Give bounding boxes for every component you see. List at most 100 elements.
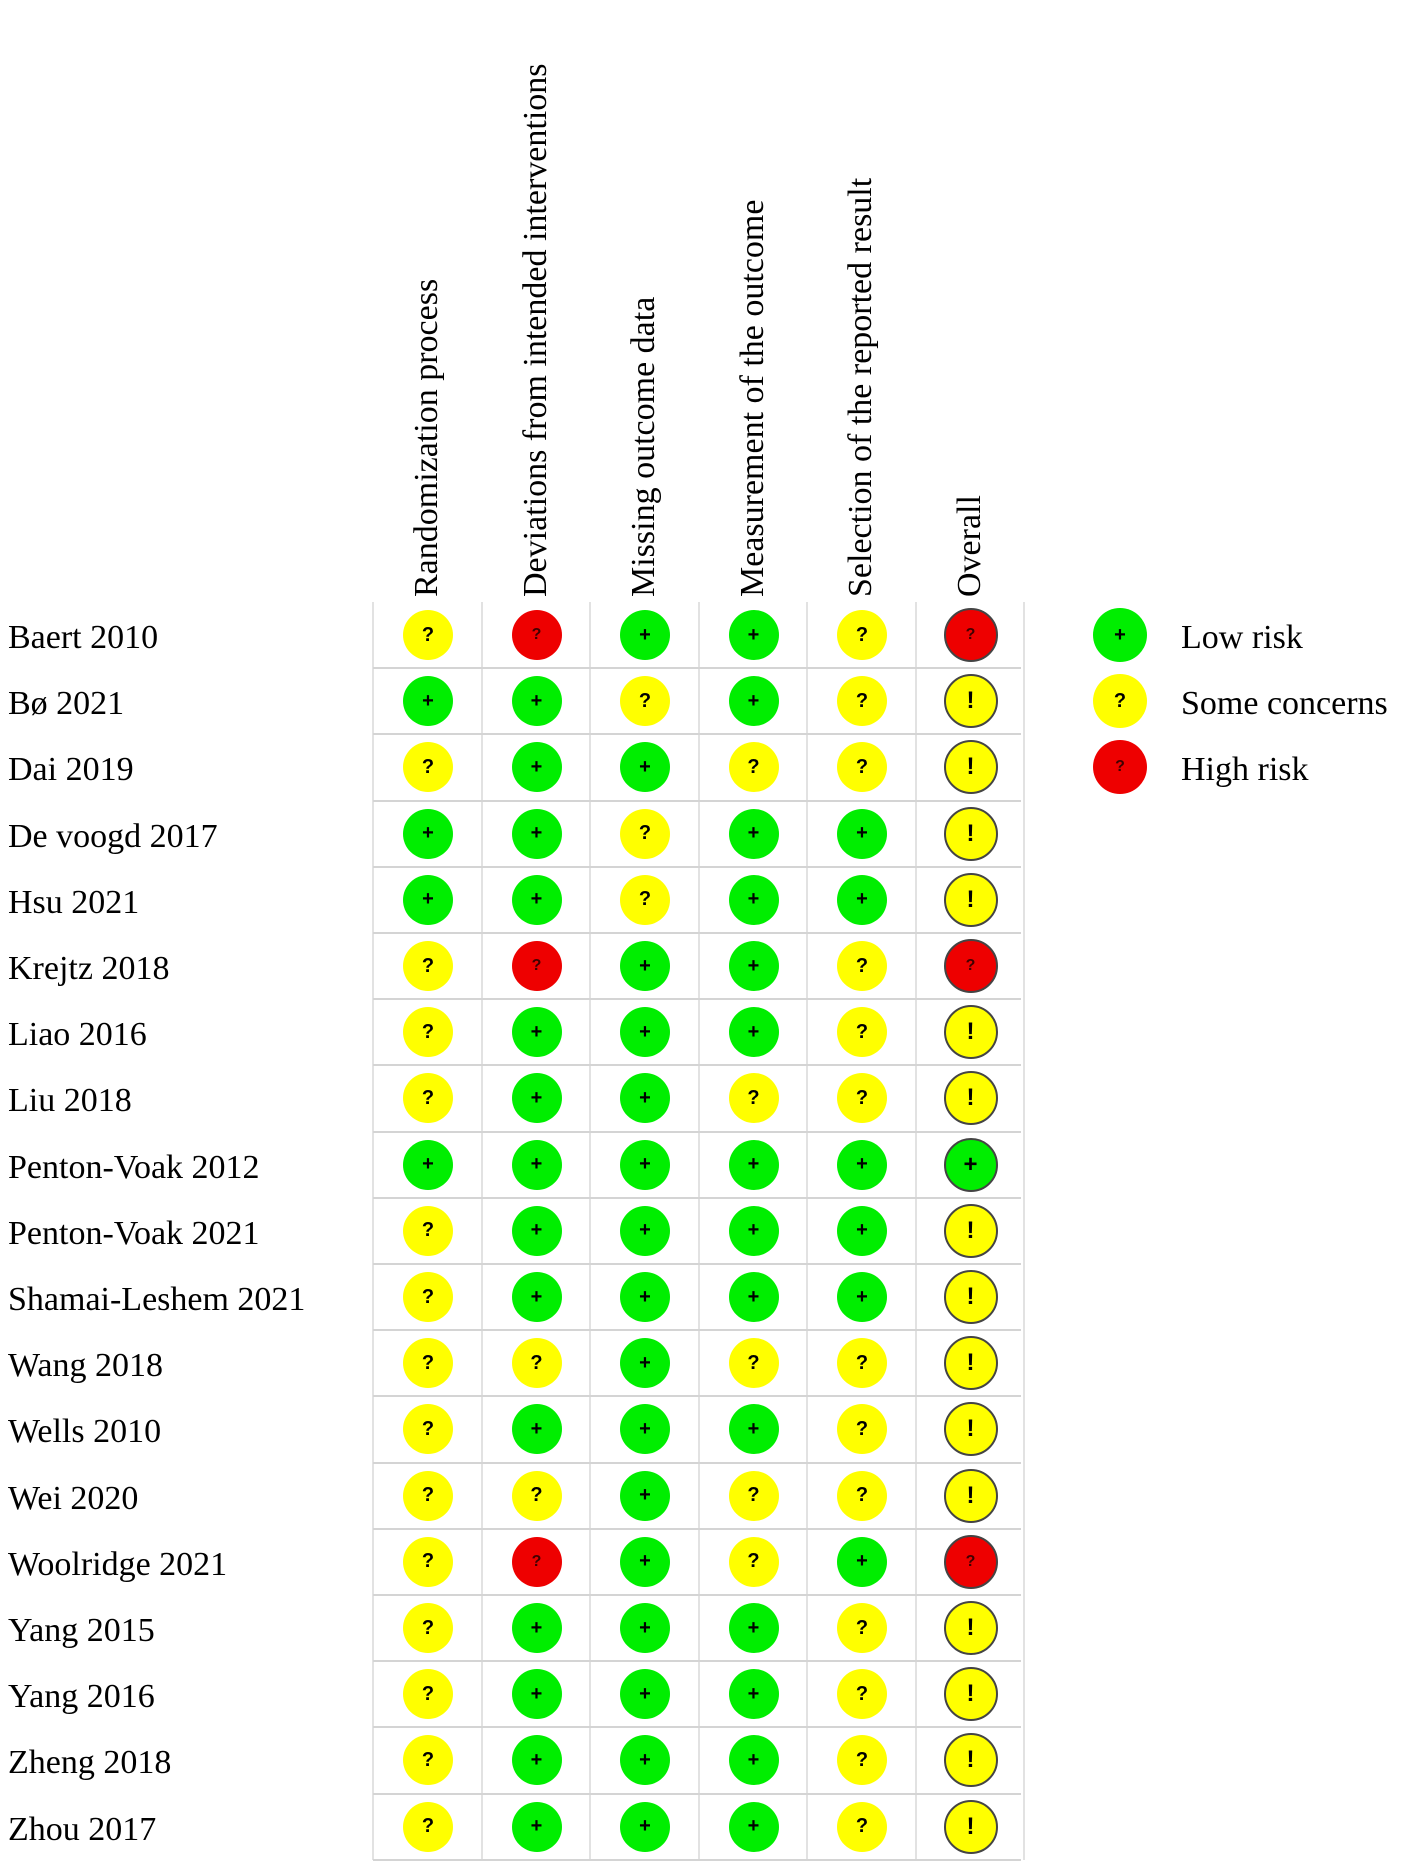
risk-dot-low: +	[511, 1272, 562, 1322]
risk-dot-low: +	[728, 676, 779, 727]
risk-dot-some: ?	[728, 742, 779, 793]
study-label: Wells 2010	[8, 1413, 162, 1451]
risk-dot-some: ?	[403, 1073, 453, 1124]
risk-dot-some: ?	[403, 1669, 453, 1720]
grid-row-line	[373, 931, 1021, 934]
risk-dot-high: ?	[943, 939, 998, 993]
study-label: Hsu 2021	[8, 883, 140, 921]
risk-dot-some: ?	[837, 1735, 887, 1786]
grid-row-line	[373, 1527, 1021, 1530]
risk-dot-some: ?	[403, 742, 453, 793]
risk-dot-some: ?	[511, 1470, 562, 1521]
risk-dot-some: !	[943, 1468, 998, 1523]
risk-dot-low: +	[403, 1139, 453, 1190]
study-label: Zhou 2017	[8, 1810, 157, 1848]
risk-dot-some: ?	[403, 1801, 453, 1852]
risk-dot-low: +	[620, 1801, 670, 1852]
grid-row-line	[373, 1329, 1021, 1332]
study-label: Dai 2019	[8, 751, 134, 789]
risk-dot-some: !	[943, 806, 998, 861]
grid-row-line	[373, 998, 1021, 1001]
risk-dot-some: ?	[837, 610, 887, 660]
study-label: Wei 2020	[8, 1479, 139, 1517]
column-header-randomization-process: Randomization process	[408, 278, 445, 597]
grid-row-line	[373, 1262, 1021, 1265]
risk-dot-some: ?	[403, 1205, 453, 1256]
study-label: De voogd 2017	[8, 817, 218, 855]
risk-dot-low: +	[511, 1404, 562, 1455]
risk-dot-some: ?	[837, 1404, 887, 1455]
risk-dot-some: ?	[837, 1470, 887, 1521]
risk-dot-some: ?	[403, 1272, 453, 1322]
risk-dot-low: +	[728, 941, 779, 991]
risk-dot-low: +	[728, 1603, 779, 1653]
risk-dot-low: +	[403, 676, 453, 727]
study-label: Shamai-Leshem 2021	[8, 1281, 306, 1318]
legend-dot-low: +	[1093, 608, 1147, 662]
grid-row-line	[373, 1395, 1021, 1398]
risk-dot-some: ?	[837, 941, 887, 991]
grid-column-line	[480, 601, 483, 1860]
study-label: Krejtz 2018	[8, 950, 170, 987]
risk-dot-low: +	[511, 1073, 562, 1124]
risk-dot-some: ?	[403, 1536, 453, 1587]
risk-dot-low: +	[620, 1139, 670, 1190]
risk-dot-some: ?	[837, 1007, 887, 1058]
risk-dot-low: +	[728, 808, 779, 859]
risk-dot-some: ?	[403, 1470, 453, 1521]
risk-dot-low: +	[403, 808, 453, 859]
grid-row-line	[373, 1461, 1021, 1464]
column-header-overall: Overall	[950, 495, 988, 597]
risk-dot-some: ?	[403, 1404, 453, 1455]
risk-dot-low: +	[620, 1669, 670, 1720]
study-label: Yang 2016	[8, 1678, 155, 1716]
grid-row-line	[373, 1064, 1021, 1067]
risk-dot-low: +	[511, 1603, 562, 1653]
risk-dot-some: ?	[620, 676, 670, 727]
risk-dot-low: +	[511, 676, 562, 727]
risk-dot-some: ?	[620, 808, 670, 859]
risk-dot-some: ?	[403, 1603, 453, 1653]
risk-dot-low: +	[728, 1801, 779, 1852]
study-label: Zheng 2018	[8, 1744, 172, 1782]
risk-dot-some: ?	[728, 1536, 779, 1587]
risk-dot-some: !	[943, 1667, 998, 1722]
column-header-missing-outcome-data: Missing outcome data	[625, 296, 662, 597]
risk-dot-some: !	[943, 1005, 998, 1060]
risk-dot-low: +	[620, 1404, 670, 1455]
grid-row-line	[373, 1660, 1021, 1663]
risk-dot-low: +	[728, 1735, 779, 1786]
risk-dot-some: !	[943, 674, 998, 729]
risk-dot-some: !	[943, 1733, 998, 1788]
risk-dot-low: +	[728, 1669, 779, 1720]
legend-dot-some: ?	[1093, 674, 1147, 729]
risk-dot-high: ?	[943, 608, 998, 662]
legend-dot-high: ?	[1093, 740, 1147, 795]
grid-row-line	[373, 1726, 1021, 1729]
risk-dot-low: +	[511, 1801, 562, 1852]
grid-row-line	[373, 667, 1021, 670]
grid-row-line	[373, 733, 1021, 736]
risk-dot-some: !	[943, 740, 998, 795]
grid-column-line	[372, 601, 374, 1860]
column-header-measurement-of-the-outcome: Measurement of the outcome	[733, 199, 771, 597]
risk-dot-low: +	[620, 1073, 670, 1124]
risk-dot-high: ?	[943, 1534, 998, 1589]
study-label: Baert 2010	[8, 619, 159, 656]
risk-dot-some: !	[943, 1336, 998, 1391]
risk-dot-some: ?	[837, 1073, 887, 1124]
risk-dot-some: ?	[403, 1338, 453, 1389]
risk-dot-high: ?	[511, 610, 562, 660]
risk-dot-low: +	[620, 610, 670, 660]
grid-column-line	[697, 601, 700, 1860]
risk-dot-low: +	[511, 874, 562, 925]
risk-dot-some: ?	[728, 1073, 779, 1124]
risk-dot-low: +	[511, 1139, 562, 1190]
risk-dot-low: +	[837, 1205, 887, 1256]
grid-row-line	[373, 799, 1021, 802]
risk-dot-low: +	[620, 1205, 670, 1256]
study-label: Wang 2018	[8, 1347, 163, 1385]
column-header-deviations-from-intended-interventions: Deviations from intended interventions	[516, 63, 554, 598]
risk-dot-some: ?	[837, 676, 887, 727]
